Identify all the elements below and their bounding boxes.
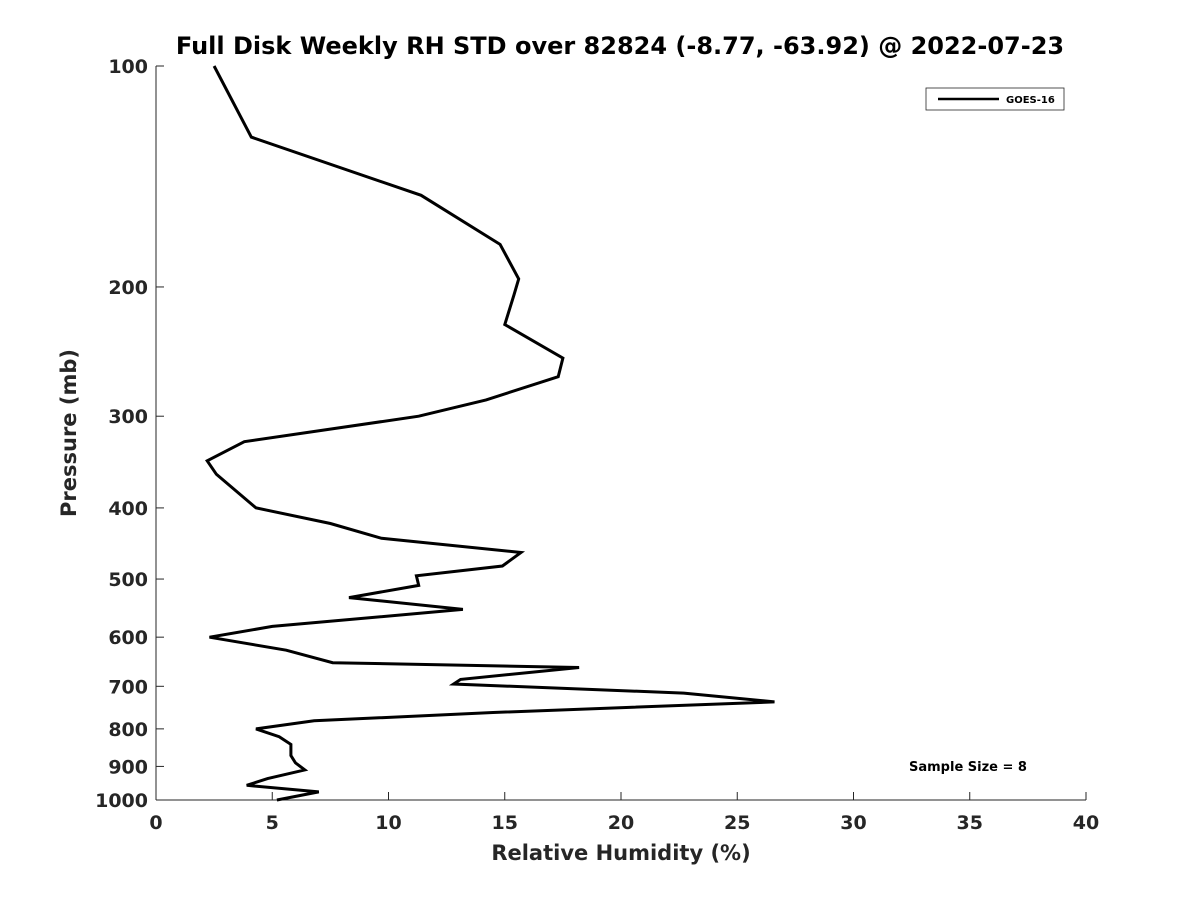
x-tick-label-2: 10 [375,812,401,834]
x-tick-label-1: 5 [266,812,279,834]
series-layer [205,65,775,802]
series-line-0 [205,65,775,802]
legend: GOES-16 [925,87,1065,111]
x-axis-ticks: 0 5 10 15 20 25 30 35 40 [149,792,1099,834]
chart-title: Full Disk Weekly RH STD over 82824 (-8.7… [176,32,1064,60]
y-tick-label-8: 900 [108,756,148,778]
x-tick-label-6: 30 [840,812,866,834]
y-tick-label-0: 100 [108,56,148,78]
y-tick-label-3: 400 [108,498,148,520]
y-tick-label-4: 500 [108,569,148,591]
x-tick-label-3: 15 [492,812,518,834]
y-tick-label-1: 200 [108,277,148,299]
y-tick-label-2: 300 [108,406,148,428]
x-axis-label: Relative Humidity (%) [491,841,750,865]
sample-size-annotation: Sample Size = 8 [909,760,1027,775]
x-tick-label-8: 40 [1073,812,1099,834]
y-tick-label-9: 1000 [95,790,148,812]
x-tick-label-7: 35 [957,812,983,834]
y-axis-label: Pressure (mb) [57,349,81,517]
y-tick-label-5: 600 [108,627,148,649]
x-tick-label-4: 20 [608,812,634,834]
x-tick-label-0: 0 [149,812,162,834]
legend-label-goes-16: GOES-16 [1006,95,1055,106]
y-tick-label-6: 700 [108,676,148,698]
x-tick-label-5: 25 [724,812,750,834]
y-tick-label-7: 800 [108,719,148,741]
y-axis-ticks: 100 200 300 400 500 600 700 800 900 1000 [95,56,164,812]
